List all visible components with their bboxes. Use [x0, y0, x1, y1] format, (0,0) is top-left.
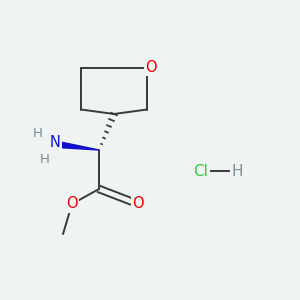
Text: O: O	[145, 60, 156, 75]
Text: N: N	[50, 135, 61, 150]
Text: O: O	[66, 196, 78, 211]
Text: H: H	[40, 153, 50, 166]
Text: H: H	[33, 127, 42, 140]
Text: O: O	[132, 196, 144, 211]
Text: H: H	[231, 164, 243, 178]
Polygon shape	[54, 141, 99, 150]
Text: Cl: Cl	[194, 164, 208, 178]
